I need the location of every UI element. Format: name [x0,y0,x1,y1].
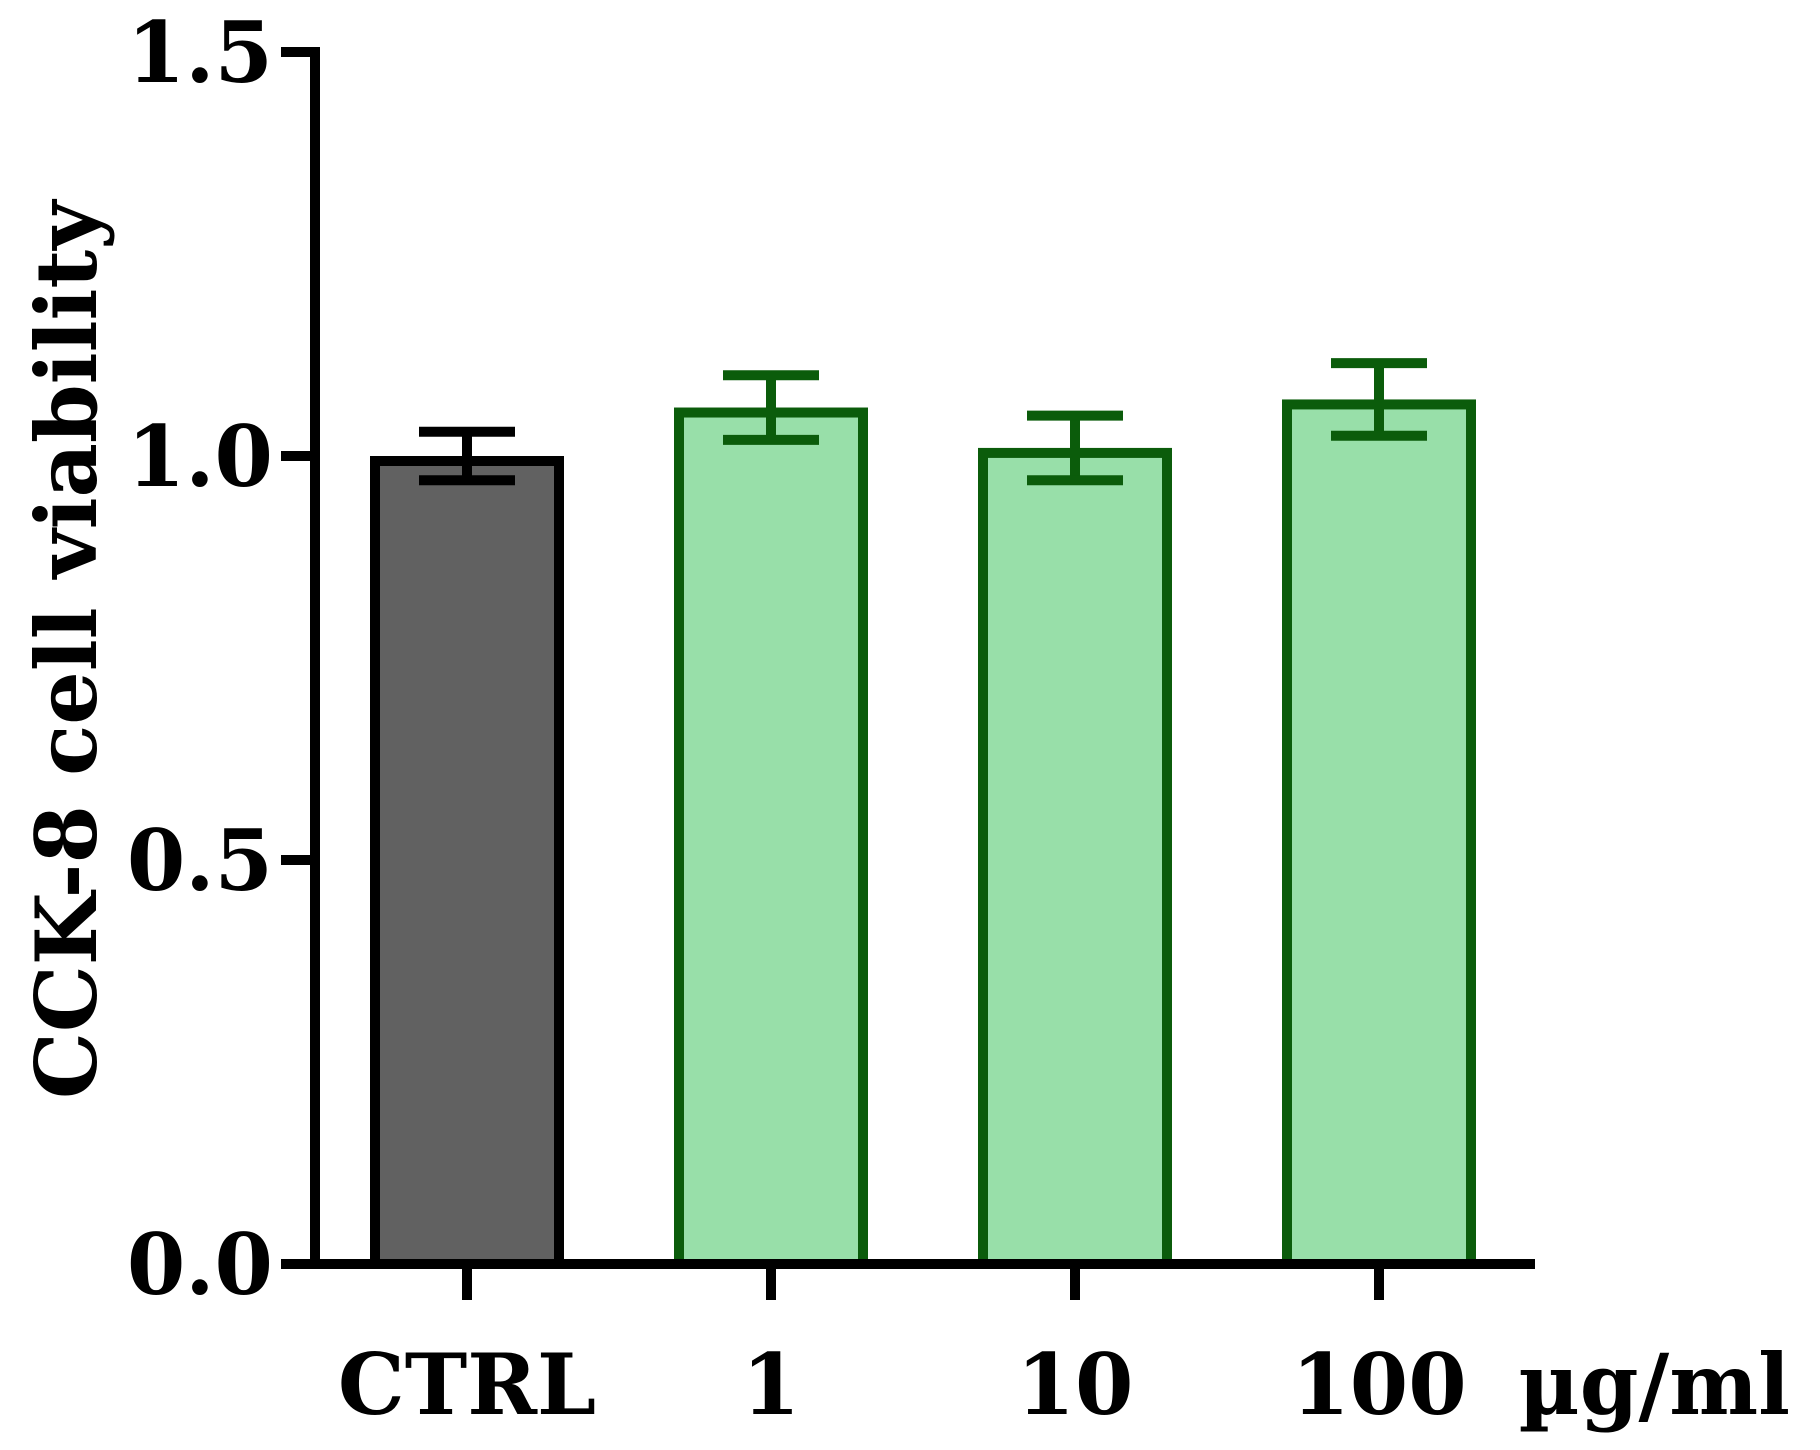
x-tick-label: CTRL [338,1335,596,1434]
x-tick-label: 10 [1017,1335,1134,1434]
error-bars [419,358,1427,486]
y-tick-label: 1.5 [127,3,273,102]
bar-100 [1282,399,1476,1269]
y-tick-label: 0.5 [127,811,273,910]
y-tick-label: 1.0 [127,407,273,506]
y-tick-label: 0.0 [127,1215,273,1314]
bar-1 [674,407,868,1269]
bars [370,399,1476,1270]
axes [310,47,1535,1269]
bar-ctrl [370,456,564,1269]
x-unit-label: µg/ml [1518,1335,1790,1434]
bar-10 [978,447,1172,1270]
y-ticks: 0.0 0.5 1.0 1.5 [127,3,315,1314]
y-axis-title: CCK-8 cell viability [17,199,116,1099]
x-ticks: CTRL 1 10 100 [338,1264,1467,1434]
x-tick-label: 100 [1291,1335,1466,1434]
x-tick-label: 1 [742,1335,800,1434]
